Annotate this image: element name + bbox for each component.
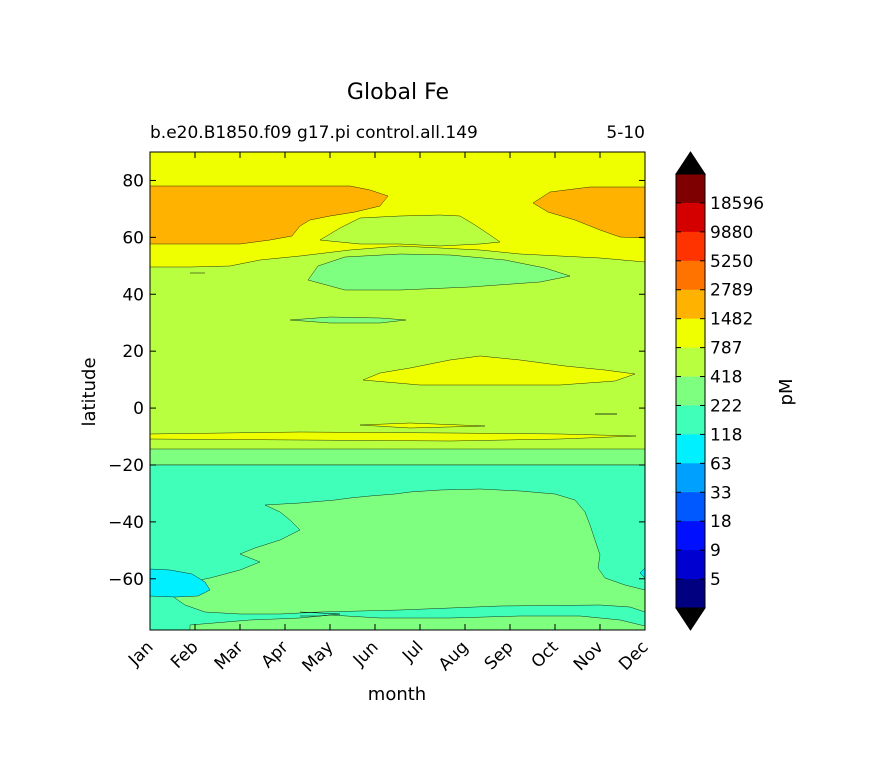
x-tick-label: Oct (528, 637, 563, 672)
y-tick-label: −20 (108, 456, 144, 476)
colorbar: 18596 9880 5250 2789 1482 787 418 222 118 63 33 18 9… (675, 151, 764, 631)
region-green-thin-patch (289, 316, 407, 324)
contour-line-bottom (299, 611, 341, 617)
colorbar-segment (676, 318, 705, 349)
colorbar-level-label: 118 (710, 425, 742, 445)
x-axis-label: month (368, 684, 426, 705)
x-tick-label: Feb (167, 637, 202, 672)
y-tick-label: 40 (122, 285, 144, 305)
colorbar-level-label: 63 (710, 454, 732, 474)
colorbar-level-label: 418 (710, 368, 742, 388)
colorbar-level-label: 5250 (710, 252, 753, 272)
colorbar-level-label: 9880 (710, 223, 753, 243)
chart-subtitle-left: b.e20.B1850.f09 g17.pi control.all.149 (150, 123, 478, 143)
colorbar-label: pM (776, 379, 797, 406)
region-yellow-equator-line (359, 422, 486, 429)
plot-area (150, 152, 645, 630)
colorbar-segment (676, 376, 705, 406)
colorbar-segment (676, 434, 705, 464)
y-tick-label: 20 (122, 342, 144, 362)
x-tick-label: Apr (258, 637, 293, 672)
region-cyan-dec-patch (639, 567, 645, 579)
y-tick-label: 0 (133, 399, 144, 419)
region-green-subarctic (319, 214, 501, 247)
colorbar-level-label: 33 (710, 483, 732, 503)
x-tick-label: Aug (435, 637, 473, 675)
x-tick-label: May (299, 637, 338, 676)
colorbar-extend-top (675, 151, 706, 175)
colorbar-frame (675, 173, 706, 609)
y-tick-label: −40 (108, 513, 144, 533)
colorbar-segment (676, 521, 705, 551)
x-tick-label: Jan (124, 637, 157, 670)
colorbar-segment (676, 347, 705, 378)
region-orange-left (150, 185, 389, 245)
colorbar-level-label: 2789 (710, 281, 753, 301)
colorbar-segment (676, 579, 705, 609)
colorbar-segment (676, 492, 705, 522)
x-tick-label: Nov (570, 637, 608, 675)
y-axis: 80 60 40 20 0 −20 −40 −60 (108, 171, 645, 590)
x-tick-label: Sep (481, 637, 518, 674)
colorbar-segment (676, 231, 705, 262)
colorbar-level-label: 787 (710, 339, 742, 359)
region-green-south-band (150, 448, 645, 466)
y-tick-label: 60 (122, 228, 144, 248)
x-tick-label: Mar (211, 637, 248, 674)
colorbar-level-label: 18 (710, 512, 732, 532)
region-orange-right (532, 186, 645, 239)
y-axis-label: latitude (79, 357, 100, 426)
region-green-southern-summer (169, 488, 645, 615)
x-tick-label: Dec (615, 637, 652, 674)
colorbar-level-label: 1482 (710, 310, 753, 330)
y-tick-label: −60 (108, 570, 144, 590)
chart-subtitle-right: 5-10 (606, 123, 645, 143)
colorbar-segment (676, 463, 705, 493)
colorbar-segment (676, 202, 705, 233)
region-yellow-tropical (362, 355, 636, 386)
region-green-bottom-strip (189, 614, 645, 630)
colorbar-segment (676, 260, 705, 291)
colorbar-segment (676, 174, 705, 204)
colorbar-level-label: 18596 (710, 194, 764, 214)
x-tick-label: Jun (349, 637, 383, 671)
colorbar-level-label: 5 (710, 570, 721, 590)
colorbar-segment (676, 550, 705, 580)
x-tick-label: Jul (398, 637, 427, 666)
region-cyan-jan-patch (150, 568, 211, 598)
y-tick-label: 80 (122, 171, 144, 191)
region-yellow-south-band (150, 431, 637, 442)
colorbar-segment (676, 289, 705, 320)
plot-frame (149, 151, 646, 631)
chart-title: Global Fe (347, 80, 449, 105)
colorbar-level-label: 222 (710, 396, 742, 416)
region-green-summer-patch (307, 253, 571, 291)
colorbar-segment (676, 405, 705, 435)
colorbar-level-label: 9 (710, 541, 721, 561)
colorbar-extend-bottom (675, 607, 706, 631)
